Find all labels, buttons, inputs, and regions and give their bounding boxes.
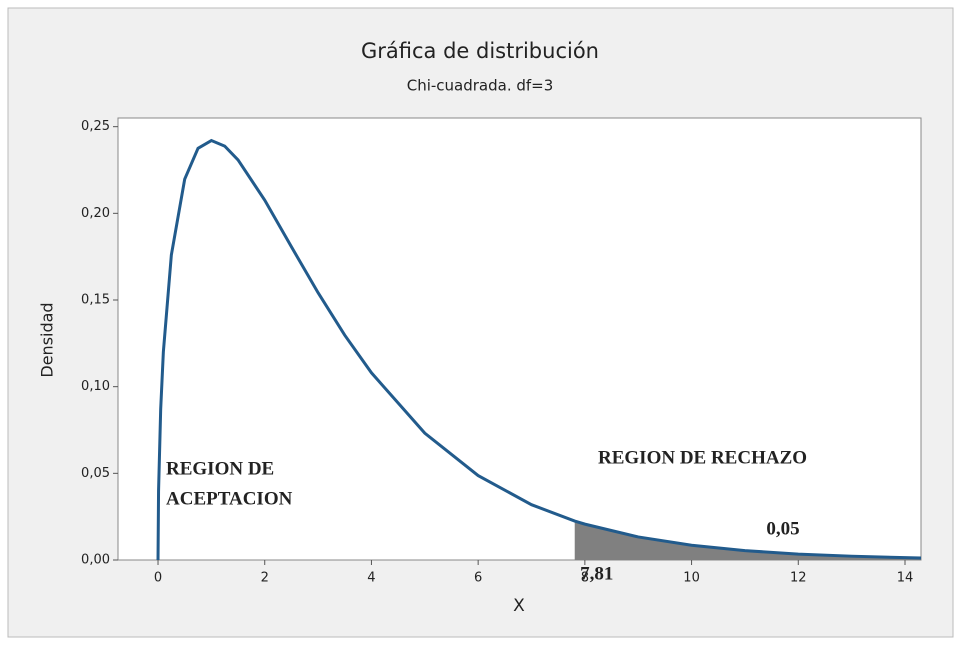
x-tick-label: 10 <box>683 571 700 586</box>
x-tick-label: 4 <box>367 571 375 586</box>
x-tick-label: 2 <box>261 571 269 586</box>
annotation: REGION DE <box>166 458 274 479</box>
area-label: 0,05 <box>766 518 799 539</box>
y-tick-label: 0,05 <box>81 466 110 481</box>
y-tick-label: 0,25 <box>81 119 110 134</box>
x-tick-label: 14 <box>897 571 914 586</box>
y-tick-label: 0,10 <box>81 379 110 394</box>
annotation: ACEPTACION <box>166 488 293 509</box>
y-tick-label: 0,15 <box>81 293 110 308</box>
y-tick-label: 0,20 <box>81 206 110 221</box>
x-tick-label: 6 <box>474 571 482 586</box>
rejection-area <box>574 521 921 560</box>
plot-area <box>117 117 922 561</box>
y-axis-label: Densidad <box>38 302 57 377</box>
x-tick-label: 12 <box>790 571 807 586</box>
annotation: REGION DE RECHAZO <box>598 447 807 468</box>
y-tick-label: 0,00 <box>81 553 110 568</box>
x-axis-label: X <box>513 596 525 616</box>
x-tick-label: 8 <box>581 571 589 586</box>
x-tick-label: 0 <box>154 571 162 586</box>
chart-subtitle: Chi-cuadrada. df=3 <box>407 77 554 95</box>
chart-title: Gráfica de distribución <box>361 39 599 63</box>
critical-value-label: 7,81 <box>580 563 613 584</box>
density-line <box>156 138 922 561</box>
